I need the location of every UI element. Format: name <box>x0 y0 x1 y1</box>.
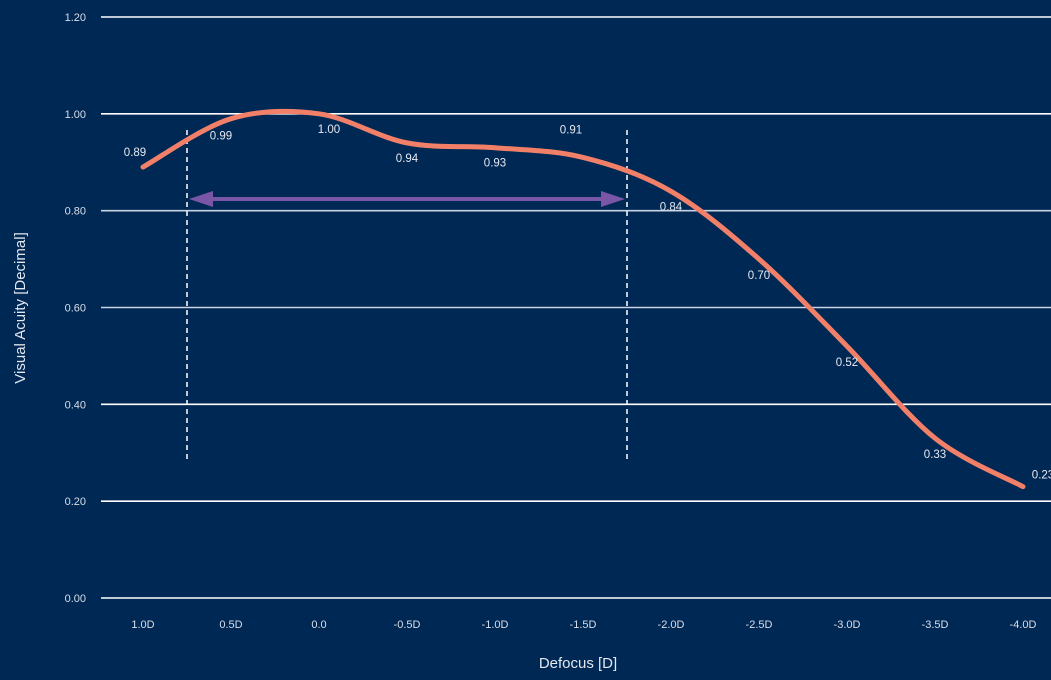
x-tick-label: 0.0 <box>311 619 326 631</box>
data-label: 1.00 <box>318 124 340 136</box>
y-tick-label: 1.20 <box>65 12 86 24</box>
data-label: 0.23 <box>1032 470 1051 482</box>
x-tick-label: -3.0D <box>834 619 861 631</box>
data-label: 0.93 <box>484 158 506 170</box>
y-tick-label: 0.40 <box>65 399 86 411</box>
range-marker <box>186 130 628 462</box>
y-tick-label: 0.60 <box>65 303 86 315</box>
data-labels: 0.89 0.99 1.00 0.94 0.93 0.91 0.84 0.70 0.52 0.33… <box>124 124 1051 482</box>
y-tick-label: 0.20 <box>65 496 86 508</box>
gridlines <box>101 16 1051 599</box>
data-label: 0.94 <box>396 153 419 165</box>
x-tick-label: -3.5D <box>922 619 949 631</box>
y-tick-label: 1.00 <box>65 109 86 121</box>
range-arrow-head-left <box>189 191 213 207</box>
data-label: 0.99 <box>210 131 232 143</box>
x-tick-label: -4.0D <box>1010 619 1037 631</box>
data-label: 0.33 <box>924 449 946 461</box>
x-tick-labels: 1.0D 0.5D 0.0 -0.5D -1.0D -1.5D -2.0D -2.5D -3.0… <box>131 619 1036 631</box>
series-curve <box>140 108 1026 490</box>
range-arrow-head-right <box>601 191 625 207</box>
x-tick-label: -2.0D <box>658 619 685 631</box>
x-tick-label: -1.5D <box>570 619 597 631</box>
y-tick-labels: 0.00 0.20 0.40 0.60 0.80 1.00 1.20 <box>65 12 86 605</box>
data-label: 0.84 <box>660 201 683 213</box>
y-axis-title: Visual Acuity [Decimal] <box>12 232 29 383</box>
y-tick-label: 0.00 <box>65 593 86 605</box>
data-label: 0.52 <box>836 357 858 369</box>
data-label: 0.91 <box>560 124 582 136</box>
data-label: 0.70 <box>748 270 770 282</box>
x-tick-label: -2.5D <box>746 619 773 631</box>
data-label: 0.89 <box>124 147 146 159</box>
x-axis-title: Defocus [D] <box>539 655 617 672</box>
y-tick-label: 0.80 <box>65 206 86 218</box>
series-line <box>140 108 1026 490</box>
x-tick-label: -0.5D <box>394 619 421 631</box>
x-tick-label: 0.5D <box>219 619 242 631</box>
x-tick-label: -1.0D <box>482 619 509 631</box>
x-tick-label: 1.0D <box>131 619 154 631</box>
